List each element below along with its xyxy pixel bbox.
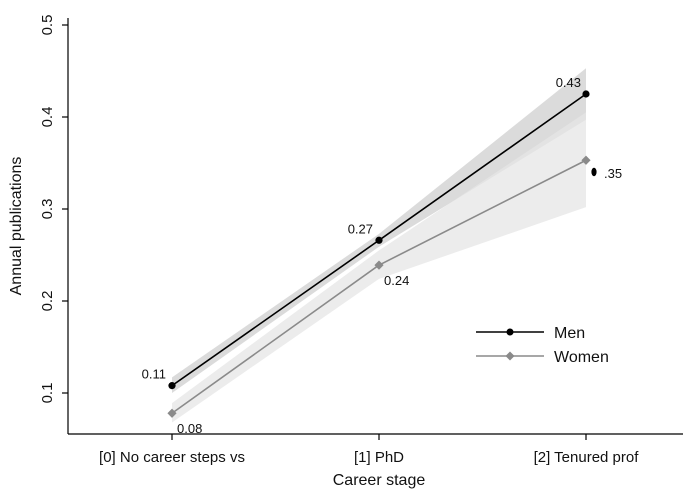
stray-dot: [591, 167, 597, 177]
data-label: 0.43: [556, 75, 581, 90]
series-lines: [167, 90, 591, 418]
legend-marker-women: [505, 351, 515, 361]
data-point: [374, 260, 384, 270]
x-axis-title: Career stage: [333, 472, 426, 489]
legend: Men Women: [476, 325, 609, 366]
x-ticks: [0] No career steps vs [1] PhD [2] Tenured…: [99, 434, 639, 466]
data-labels: 0.11 0.27 0.43 0.08 0.24 .35: [142, 75, 622, 436]
data-label: 0.24: [384, 273, 409, 288]
y-ticks: 0.1 0.2 0.3 0.4 0.5: [39, 15, 68, 404]
y-tick-label: 0.3: [39, 199, 56, 220]
data-point: [167, 408, 177, 418]
y-tick-label: 0.1: [39, 383, 56, 404]
y-tick-label: 0.5: [39, 15, 56, 36]
data-label: 0.08: [177, 421, 202, 436]
y-tick-label: 0.4: [39, 107, 56, 128]
axes: [67, 18, 683, 435]
data-label: 0.27: [348, 221, 373, 236]
x-tick-label: [0] No career steps vs: [99, 449, 245, 466]
x-tick-label: [2] Tenured prof: [534, 449, 640, 466]
y-tick-label: 0.2: [39, 291, 56, 312]
ci-band-men: [172, 68, 586, 394]
data-point: [168, 382, 176, 390]
legend-label-women: Women: [554, 349, 609, 366]
data-point: [581, 155, 591, 165]
legend-label-men: Men: [554, 325, 585, 342]
y-axis-title: Annual publications: [8, 157, 25, 296]
legend-marker-men: [506, 328, 514, 336]
data-label: .35: [604, 166, 622, 181]
x-tick-label: [1] PhD: [354, 449, 404, 466]
data-point: [582, 90, 590, 98]
data-point: [375, 236, 383, 244]
data-label: 0.11: [142, 367, 166, 382]
